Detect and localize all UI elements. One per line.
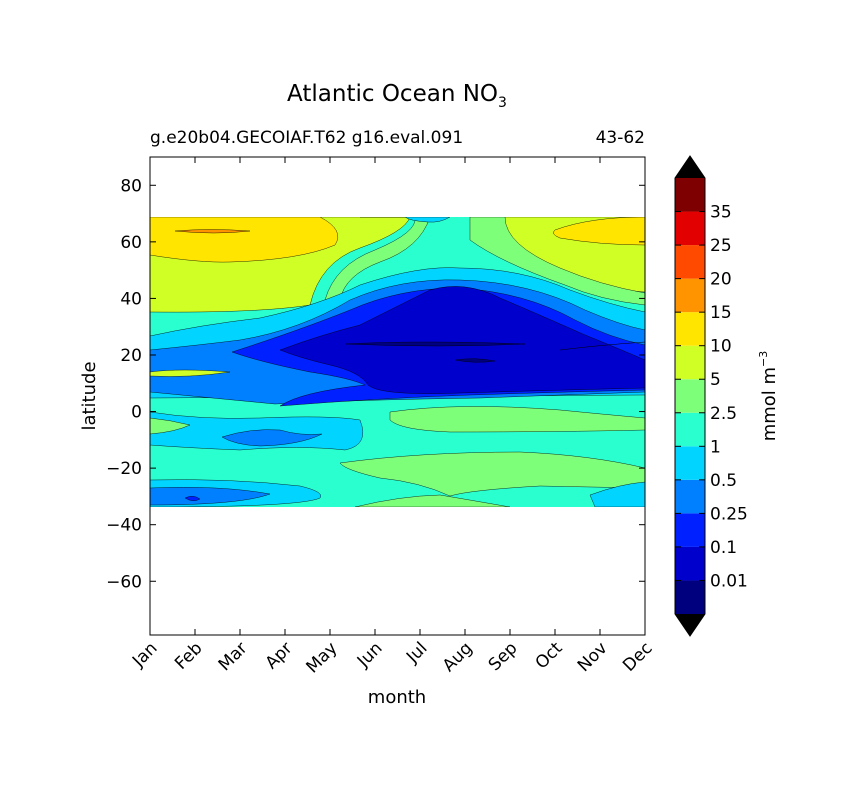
chart-title: Atlantic Ocean NO3: [287, 81, 507, 111]
contour-eq-0p25: [221, 429, 323, 447]
chart-subtitle-right: 43-62: [596, 128, 645, 148]
colorbar-segment: [675, 178, 705, 212]
contour-north-10: [150, 217, 339, 263]
contour-eq-2p5b: [150, 417, 191, 435]
colorbar-tick-label: 1: [710, 437, 721, 457]
chart-subtitle-left: g.e20b04.GECOIAF.T62 g16.eval.091: [150, 128, 463, 148]
colorbar-tick-label: 35: [710, 203, 732, 223]
colorbar: 0.01 0.1 0.25 0.5 1 2.5 5 10 15 20 25 35: [674, 155, 748, 637]
chart-title-subscript: 3: [498, 95, 507, 111]
y-tick-label: 0: [131, 403, 142, 423]
contour-gyre-min: [344, 341, 526, 347]
contour-south-0p25: [150, 487, 271, 506]
colorbar-segment: [675, 379, 705, 413]
contour-north-10b: [553, 217, 645, 246]
y-axis: 80 60 40 20 0 −20 −40 −60: [106, 176, 645, 592]
contour-gyre-0p01: [279, 286, 645, 394]
contour-eq-2p5: [389, 406, 645, 433]
contour-west-5: [150, 369, 231, 377]
y-tick-label: −60: [106, 572, 142, 592]
colorbar-label-superscript: −3: [757, 351, 770, 367]
colorbar-label: mmol m−3: [757, 351, 780, 442]
colorbar-label-main: mmol m: [759, 367, 780, 441]
contour-top-0p5: [404, 217, 451, 223]
colorbar-segment: [675, 546, 705, 581]
colorbar-segment: [675, 580, 705, 614]
colorbar-segment: [675, 479, 705, 514]
colorbar-tick-label: 0.1: [710, 538, 737, 558]
contour-south-2p5b: [354, 494, 511, 507]
colorbar-segment: [675, 513, 705, 547]
colorbar-tick-label: 0.25: [710, 504, 748, 524]
colorbar-segment: [675, 446, 705, 480]
x-tick-label: Dec: [619, 638, 656, 675]
contour-north-2p5b: [469, 217, 645, 306]
y-tick-label: 20: [120, 346, 142, 366]
x-tick-label: Aug: [439, 638, 477, 676]
colorbar-segment: [675, 412, 705, 447]
colorbar-tick-label: 5: [710, 370, 721, 390]
x-tick-label: May: [303, 638, 342, 677]
x-tick-label: Mar: [215, 638, 252, 675]
colorbar-tick-label: 10: [710, 337, 732, 357]
colorbar-segment: [675, 211, 705, 246]
colorbar-tick-label: 0.01: [710, 571, 748, 591]
colorbar-tick-label: 25: [710, 236, 732, 256]
x-tick-label: Jun: [353, 638, 387, 672]
x-axis-label: month: [368, 687, 426, 708]
contour-south-2p5: [339, 451, 645, 497]
contour-south-0p1: [184, 496, 201, 501]
y-tick-label: −40: [106, 516, 142, 536]
colorbar-segment: [675, 245, 705, 279]
colorbar-segment: [675, 312, 705, 346]
contour-field: [150, 217, 645, 507]
colorbar-segment: [675, 278, 705, 313]
colorbar-tick-label: 15: [710, 303, 732, 323]
x-tick-label: Jul: [402, 638, 431, 667]
colorbar-tick-label: 0.5: [710, 471, 737, 491]
chart-title-main: Atlantic Ocean NO: [287, 81, 498, 107]
x-tick-label: Nov: [574, 638, 612, 676]
contour-south-east-0p5: [589, 481, 645, 507]
x-tick-label: Jan: [128, 638, 161, 671]
y-tick-label: −20: [106, 459, 142, 479]
x-tick-label: Oct: [532, 638, 567, 673]
x-tick-label: Feb: [171, 638, 206, 673]
y-axis-label: latitude: [79, 361, 100, 430]
plot-frame: [149, 156, 646, 636]
contour-line-east: [559, 341, 645, 351]
colorbar-extend-min: [675, 614, 705, 636]
y-tick-label: 60: [120, 233, 142, 253]
colorbar-tick-label: 20: [710, 270, 732, 290]
colorbar-extend-max: [675, 156, 705, 178]
y-tick-label: 40: [120, 289, 142, 309]
colorbar-tick-label: 2.5: [710, 404, 737, 424]
y-tick-label: 80: [120, 176, 142, 196]
x-tick-label: Sep: [485, 638, 522, 675]
contour-gyre-min2: [454, 358, 496, 363]
colorbar-outline: [674, 155, 706, 637]
contour-north-15: [174, 229, 251, 234]
x-tick-label: Apr: [262, 638, 297, 673]
colorbar-segment: [675, 345, 705, 380]
